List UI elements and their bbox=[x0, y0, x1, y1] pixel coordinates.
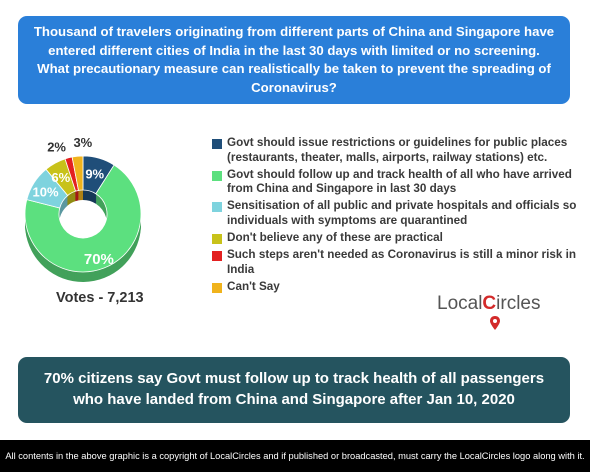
legend-swatch bbox=[212, 139, 222, 149]
legend-label: Govt should issue restrictions or guidel… bbox=[227, 136, 568, 164]
legend-item: Can't Say bbox=[212, 280, 582, 295]
legend-label: Such steps aren't needed as Coronavirus … bbox=[227, 248, 576, 276]
legend-item: Govt should issue restrictions or guidel… bbox=[212, 136, 582, 165]
logo-text-ircles: ircles bbox=[496, 293, 541, 314]
legend-label: Govt should follow up and track health o… bbox=[227, 167, 572, 196]
slice-pct-label: 3% bbox=[73, 135, 92, 150]
legend-item: Such steps aren't needed as Coronavirus … bbox=[212, 248, 582, 277]
legend-swatch bbox=[212, 282, 222, 293]
legend-item: Don't believe any of these are practical bbox=[212, 231, 582, 246]
copyright-footer: All contents in the above graphic is a c… bbox=[0, 440, 590, 472]
legend-item: Govt should follow up and track health o… bbox=[212, 168, 582, 197]
legend-item: Sensitisation of all public and private … bbox=[212, 199, 582, 228]
legend-swatch bbox=[212, 251, 222, 262]
slice-pct-label: 70% bbox=[84, 251, 114, 268]
localcircles-logo: LocalCircles bbox=[437, 293, 541, 315]
legend-label: Sensitisation of all public and private … bbox=[227, 199, 577, 227]
slice-pct-label: 6% bbox=[51, 170, 70, 185]
result-headline: 70% citizens say Govt must follow up to … bbox=[18, 357, 570, 423]
location-pin-icon bbox=[490, 316, 500, 330]
donut-svg: 9% 70% 10%6% 2% 3% bbox=[24, 135, 142, 282]
legend-swatch bbox=[212, 202, 222, 213]
donut-slice bbox=[71, 155, 84, 191]
legend-label: Don't believe any of these are practical bbox=[227, 231, 443, 245]
legend-swatch bbox=[212, 234, 222, 245]
donut-slice bbox=[24, 164, 142, 273]
logo-text-local: Local bbox=[437, 293, 483, 314]
logo-circle-c: C bbox=[482, 293, 497, 314]
donut-chart: 9% 70% 10% 6% 2% 3% bbox=[20, 128, 210, 293]
slice-pct-label: 9% bbox=[85, 167, 104, 182]
legend-swatch bbox=[212, 170, 222, 181]
legend-label: Can't Say bbox=[227, 279, 280, 293]
question-banner: Thousand of travelers originating from d… bbox=[18, 16, 570, 104]
slice-pct-label: 2% bbox=[47, 139, 66, 154]
slice-pct-label: 10% bbox=[33, 184, 59, 199]
chart-legend: Govt should issue restrictions or guidel… bbox=[212, 136, 582, 297]
votes-count: Votes - 7,213 bbox=[56, 290, 144, 306]
